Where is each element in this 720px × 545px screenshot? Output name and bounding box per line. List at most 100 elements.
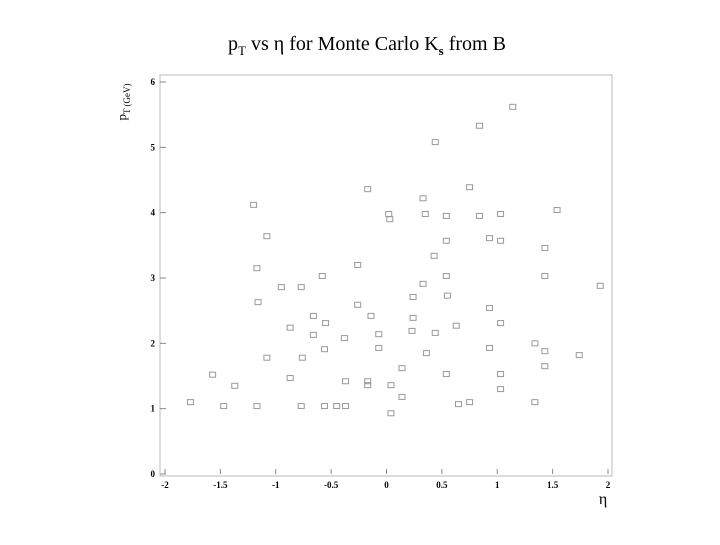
point-box [320, 403, 328, 410]
point-box [419, 280, 427, 287]
x-tick-label: 0.5 [436, 480, 448, 490]
point-box [354, 301, 362, 308]
point-box [419, 195, 427, 202]
point-box [497, 371, 505, 378]
y-tick-label: 5 [151, 142, 156, 152]
point-box [422, 350, 430, 357]
x-tick-label: 1.5 [547, 480, 559, 490]
point-box [286, 374, 294, 381]
point-box [277, 284, 285, 291]
point-box [541, 363, 549, 370]
point-box [209, 371, 217, 378]
point-box [387, 410, 395, 417]
point-box [431, 329, 439, 336]
x-tick-label: -1 [272, 480, 280, 490]
point-box [442, 237, 450, 244]
point-box [452, 322, 460, 329]
point-box [342, 403, 350, 410]
point-box [186, 399, 194, 406]
point-box [541, 273, 549, 280]
y-label-part: T [122, 108, 132, 114]
y-tick-label: 4 [151, 208, 156, 218]
point-box [309, 331, 317, 338]
title-part: p [228, 33, 238, 55]
point-box [298, 354, 306, 361]
point-box [398, 393, 406, 400]
point-box [541, 348, 549, 355]
point-box [250, 201, 258, 208]
point-box [409, 314, 417, 321]
point-box [333, 403, 341, 410]
point-box [509, 103, 517, 110]
point-box [408, 327, 416, 334]
x-tick-label: -0.5 [324, 480, 339, 490]
point-box [443, 292, 451, 299]
point-box [286, 324, 294, 331]
y-label-part: p [114, 114, 129, 121]
title-part: s [439, 43, 444, 58]
point-box [442, 371, 450, 378]
point-box [375, 344, 383, 351]
point-box [497, 320, 505, 327]
point-box [409, 293, 417, 300]
point-box [364, 378, 372, 385]
chart-title: pT vs η for Monte Carlo Ks from B [228, 33, 506, 58]
plot-frame [159, 74, 613, 477]
point-box [476, 122, 484, 129]
x-tick-label: -2 [161, 480, 169, 490]
point-box [231, 382, 239, 389]
title-part: from B [444, 33, 506, 55]
point-box [385, 210, 393, 217]
point-box [485, 305, 493, 312]
point-box [596, 282, 604, 289]
point-box [263, 354, 271, 361]
point-box [318, 273, 326, 280]
x-tick-label: 2 [606, 480, 611, 490]
point-box [340, 335, 348, 342]
x-tick-label: -1.5 [213, 480, 228, 490]
point-box [466, 184, 474, 191]
point-box [553, 207, 561, 214]
y-tick-label: 3 [151, 273, 156, 283]
x-tick-label: 0 [384, 480, 389, 490]
y-axis-label: pT (GeV) [114, 83, 132, 120]
point-box [297, 284, 305, 291]
point-box [497, 237, 505, 244]
point-box [497, 210, 505, 217]
point-box [254, 299, 262, 306]
point-box [263, 233, 271, 240]
point-box [466, 399, 474, 406]
point-box [476, 212, 484, 219]
y-tick-label: 2 [151, 338, 156, 348]
point-box [575, 352, 583, 359]
point-box [386, 216, 394, 223]
point-box [367, 312, 375, 319]
point-box [342, 378, 350, 385]
y-label-part: (GeV) [122, 83, 132, 108]
point-box [442, 212, 450, 219]
point-box [320, 346, 328, 353]
point-box [398, 365, 406, 372]
point-box [297, 403, 305, 410]
title-part: vs η for Monte Carlo K [246, 33, 439, 55]
point-box [322, 320, 330, 327]
point-box [430, 252, 438, 259]
point-box [531, 399, 539, 406]
point-box [364, 186, 372, 193]
point-box [485, 235, 493, 242]
y-tick-label: 1 [151, 404, 156, 414]
point-box [253, 403, 261, 410]
point-box [531, 340, 539, 347]
point-box [442, 273, 450, 280]
x-tick-label: 1 [495, 480, 500, 490]
point-box [220, 403, 228, 410]
point-box [375, 331, 383, 338]
point-box [431, 139, 439, 146]
title-part: T [238, 43, 246, 58]
point-box [454, 401, 462, 408]
point-box [354, 261, 362, 268]
point-box [309, 312, 317, 319]
x-axis-label: η [599, 491, 607, 508]
point-box [421, 210, 429, 217]
